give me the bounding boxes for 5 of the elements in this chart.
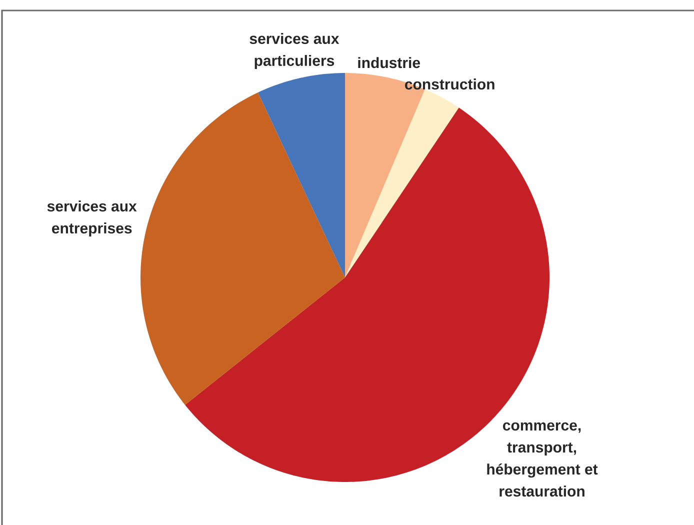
slice-label: commerce, transport, hébergement et restauration [487,422,598,497]
slice-label: services aux entreprises [47,200,137,237]
slice-label: industrie [358,57,420,68]
slice-label: construction [405,78,494,90]
slice-label: services aux particuliers [250,32,340,69]
